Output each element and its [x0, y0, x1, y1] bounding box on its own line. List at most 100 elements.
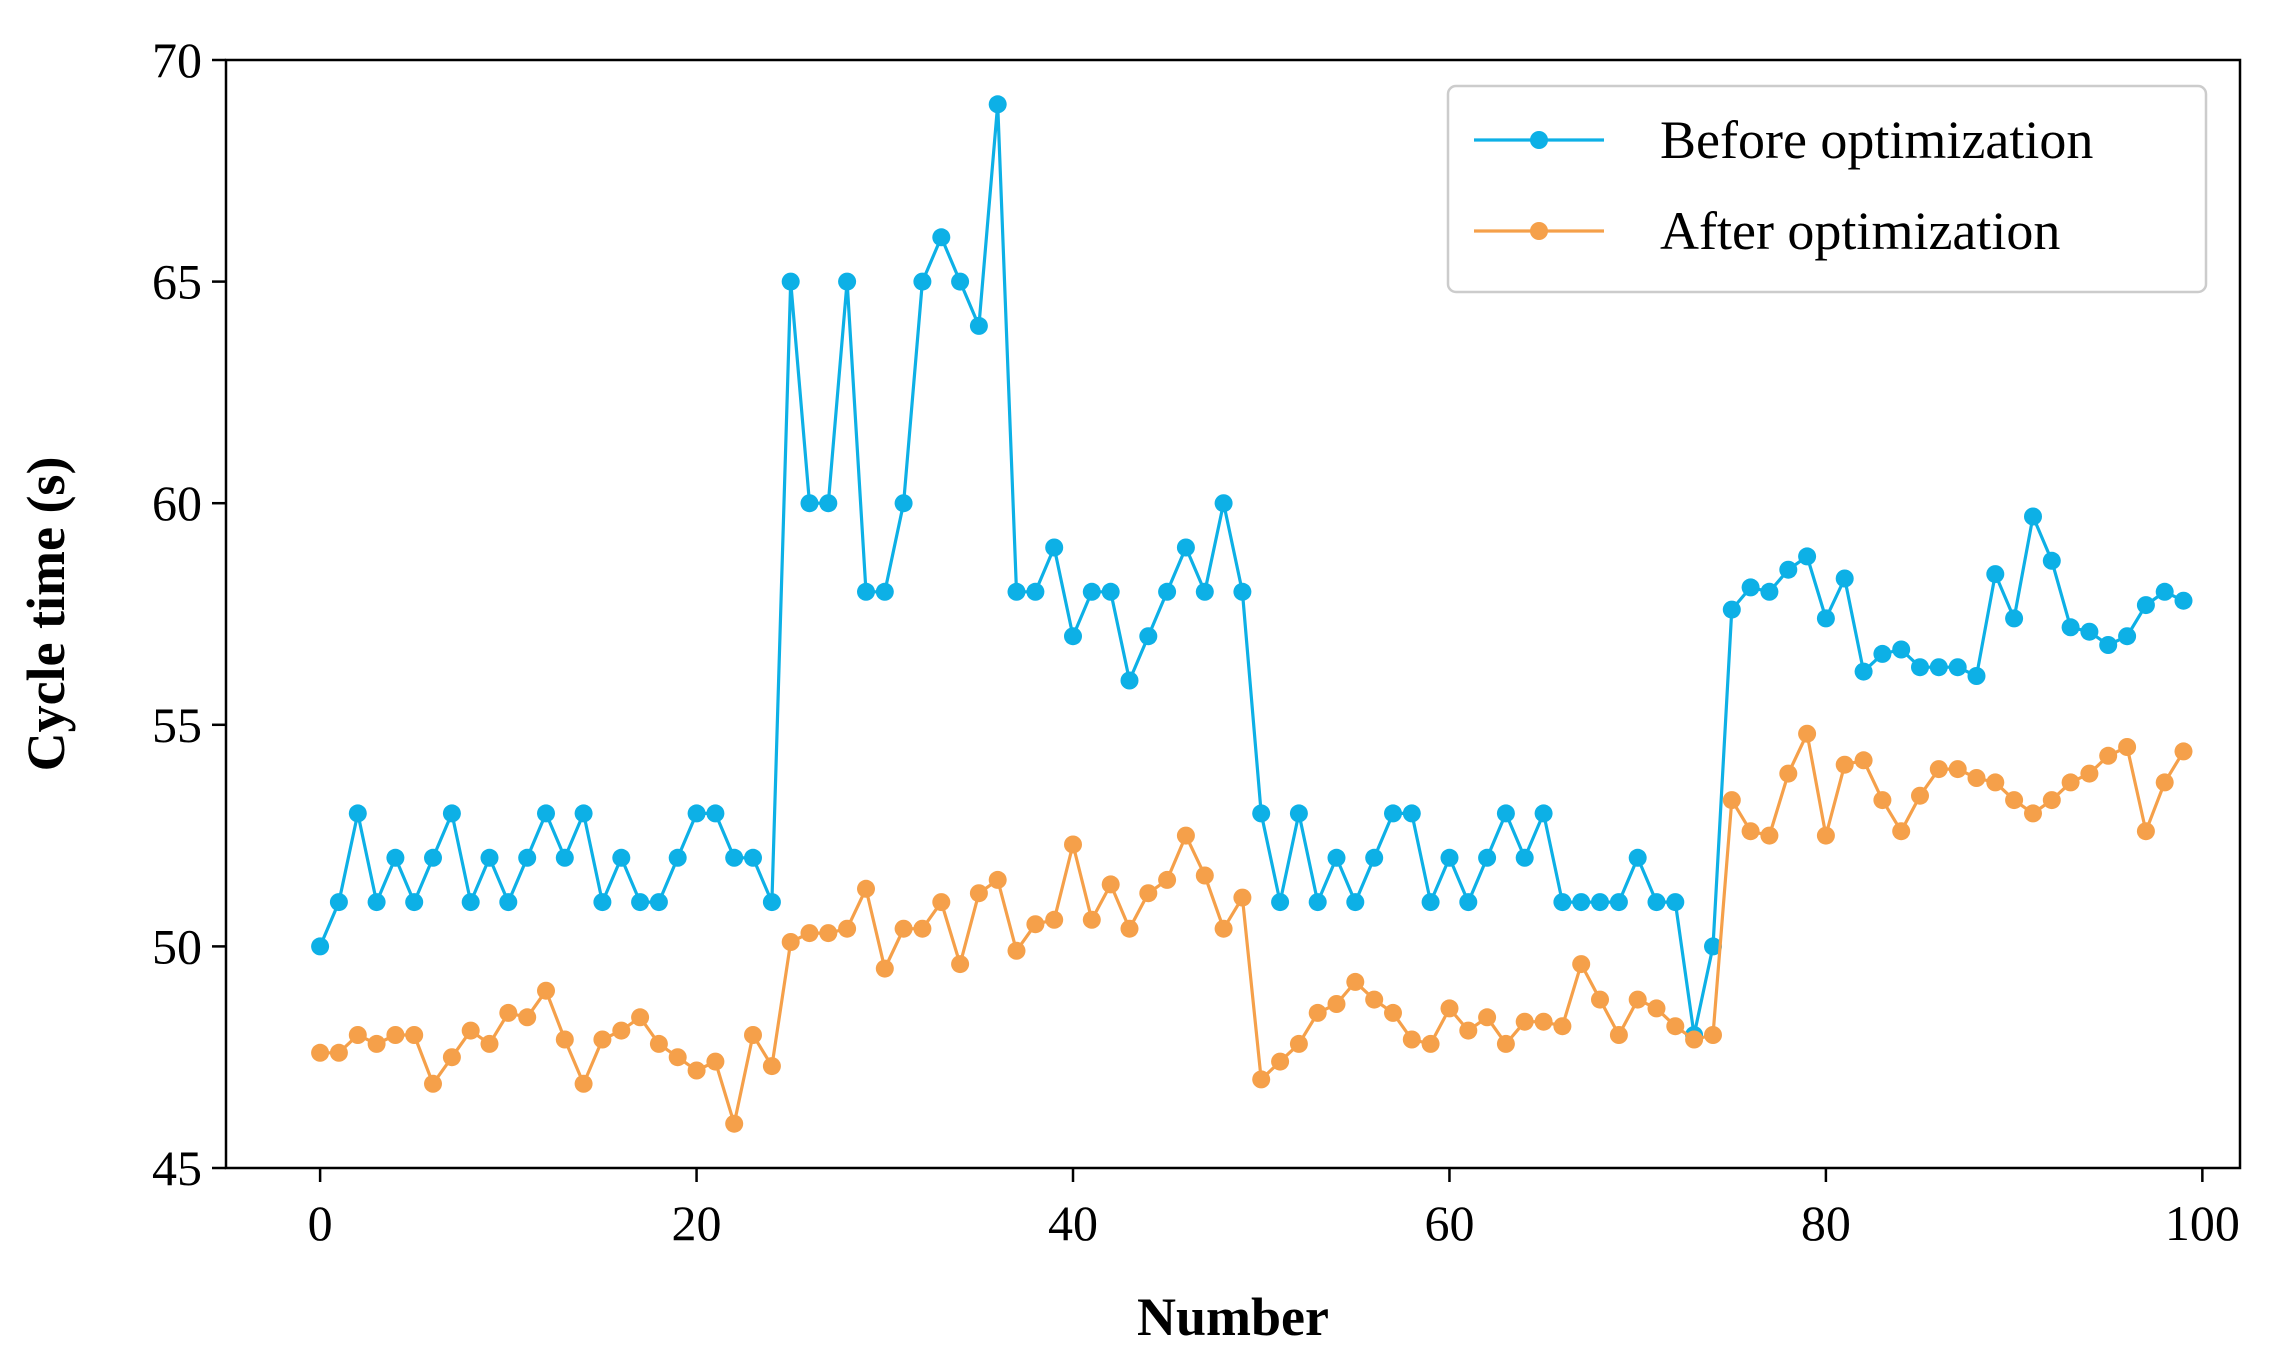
data-point: [329, 893, 348, 912]
data-point: [951, 272, 970, 291]
x-tick-label: 60: [1424, 1195, 1474, 1251]
data-point: [1384, 804, 1402, 823]
data-point: [1854, 662, 1873, 681]
legend-label: Before optimization: [1660, 110, 2093, 170]
y-tick-label: 55: [152, 697, 202, 753]
data-point: [969, 316, 988, 335]
data-point: [1496, 1034, 1515, 1053]
data-point: [1459, 1021, 1478, 1040]
data-point: [1214, 494, 1233, 513]
data-point: [1195, 582, 1214, 601]
data-point: [1553, 893, 1572, 912]
data-point: [744, 1026, 762, 1044]
data-point: [2024, 507, 2042, 526]
data-point: [2005, 791, 2024, 810]
data-point: [1440, 848, 1459, 867]
data-point: [1779, 560, 1798, 579]
data-point: [574, 804, 593, 823]
data-point: [1082, 582, 1101, 601]
data-point: [1007, 582, 1026, 601]
data-point: [2155, 582, 2174, 601]
data-point: [555, 848, 574, 867]
data-point: [1158, 870, 1177, 889]
data-point: [537, 981, 555, 1000]
data-point: [1929, 658, 1948, 677]
data-point: [1816, 826, 1835, 845]
legend-entry-1: Before optimization: [1474, 110, 2093, 170]
data-point: [518, 848, 537, 867]
y-tick-label: 70: [152, 32, 202, 88]
data-point: [819, 494, 838, 513]
data-point: [1478, 848, 1497, 867]
data-point: [424, 848, 442, 867]
data-point: [1835, 755, 1854, 774]
data-point: [405, 893, 424, 912]
data-point: [1704, 937, 1722, 956]
data-point: [1233, 582, 1252, 601]
data-point: [1628, 848, 1647, 867]
data-point: [1873, 644, 1892, 663]
data-point: [1572, 955, 1591, 974]
data-point: [1176, 826, 1195, 845]
data-point: [1064, 835, 1082, 854]
data-point: [1967, 769, 1986, 787]
data-point: [499, 893, 518, 912]
data-point: [2061, 618, 2080, 637]
data-point: [1064, 627, 1082, 646]
legend-box: [1446, 84, 2208, 294]
data-point: [348, 1026, 367, 1044]
data-point: [442, 804, 461, 823]
data-point: [894, 494, 913, 513]
data-point: [988, 95, 1007, 114]
y-tick-label: 65: [152, 254, 202, 310]
data-point: [2118, 627, 2137, 646]
data-point: [499, 1003, 518, 1022]
data-point: [2136, 596, 2155, 615]
data-point: [1986, 773, 2005, 792]
data-point: [386, 1026, 405, 1044]
data-point: [2042, 551, 2061, 570]
data-point: [1704, 1026, 1722, 1044]
data-point: [1346, 972, 1365, 991]
data-point: [838, 272, 857, 291]
data-point: [857, 879, 875, 898]
data-point: [1346, 893, 1365, 912]
series-1: [311, 95, 2193, 1044]
data-point: [1779, 764, 1798, 783]
legend-marker: [1530, 222, 1548, 240]
data-point: [480, 1034, 499, 1053]
data-point: [1384, 1003, 1402, 1022]
data-point: [2174, 591, 2193, 610]
data-point: [1722, 791, 1741, 810]
data-point: [1026, 582, 1045, 601]
x-tick-label: 20: [672, 1195, 722, 1251]
data-point: [1628, 990, 1647, 1009]
data-point: [1139, 627, 1158, 646]
data-point: [1741, 822, 1760, 841]
data-point: [1045, 910, 1064, 929]
data-point: [1873, 791, 1892, 810]
data-point: [1195, 866, 1214, 885]
data-point: [1798, 547, 1817, 566]
x-tick-label: 40: [1048, 1195, 1098, 1251]
data-point: [2080, 764, 2099, 783]
data-point: [1026, 915, 1045, 934]
data-point: [1948, 658, 1967, 677]
data-point: [706, 1052, 725, 1071]
data-point: [1459, 893, 1478, 912]
data-point: [1534, 804, 1553, 823]
data-point: [969, 884, 988, 903]
data-point: [1308, 1003, 1327, 1022]
data-point: [1289, 1034, 1308, 1053]
data-point: [2024, 804, 2042, 823]
data-point: [725, 1114, 744, 1133]
data-point: [1007, 941, 1026, 960]
data-point: [932, 893, 951, 912]
data-point: [1515, 848, 1534, 867]
data-point: [1158, 582, 1177, 601]
x-axis-title: Number: [1137, 1287, 1329, 1347]
data-point: [311, 937, 330, 956]
data-point: [424, 1074, 442, 1093]
data-point: [2174, 742, 2193, 761]
